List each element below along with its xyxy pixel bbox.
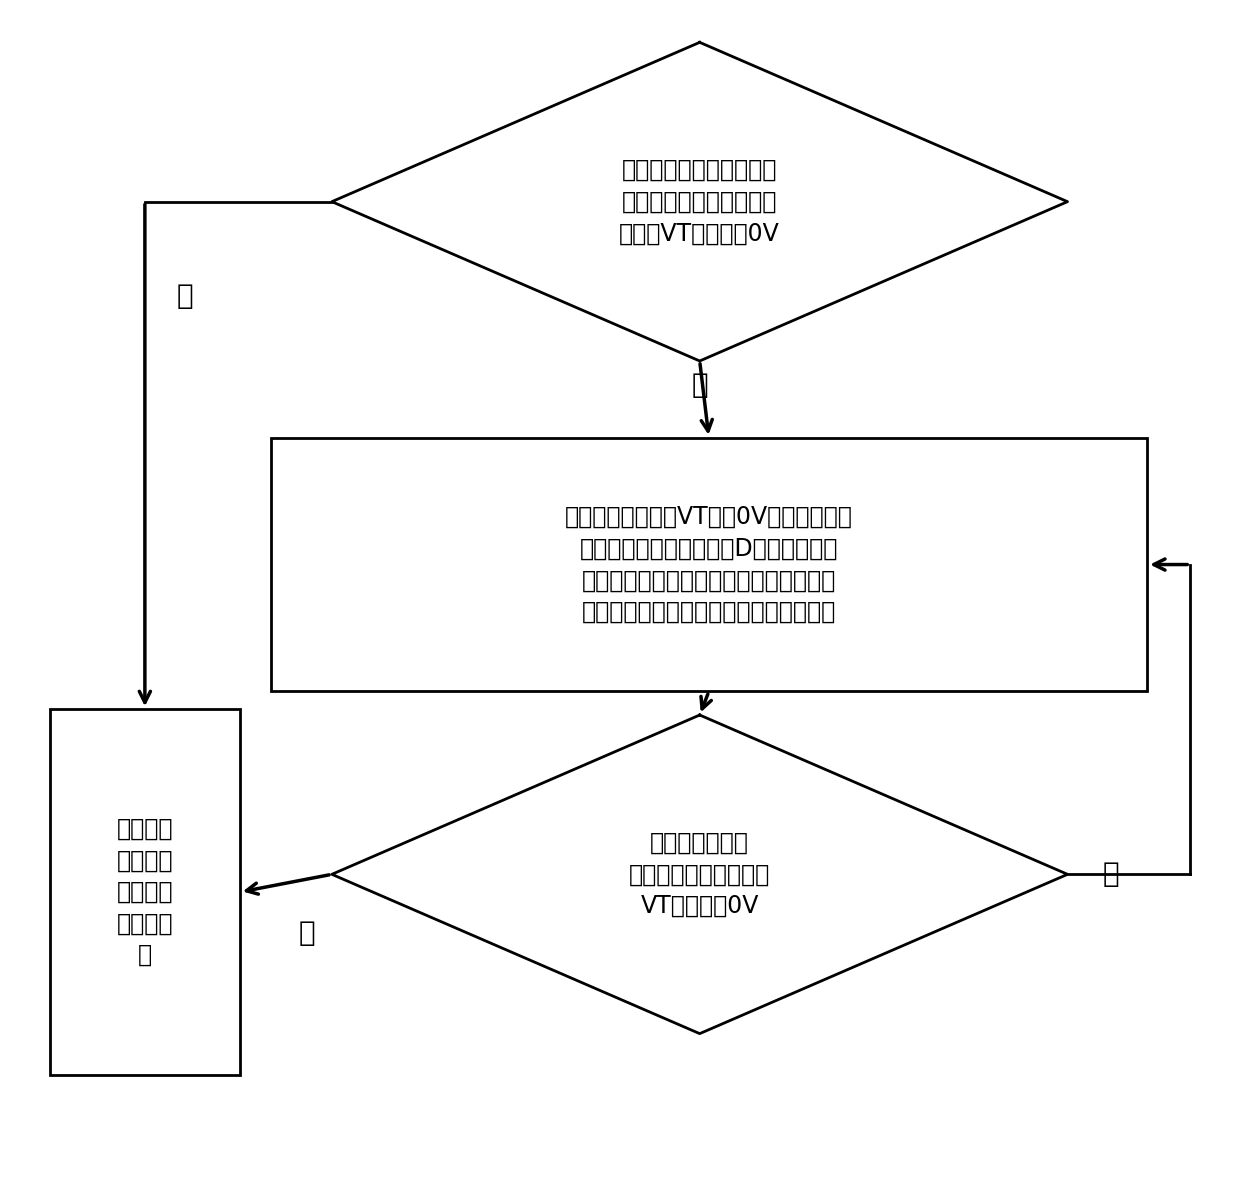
Text: 校验前一步骤中
的存储单元的阈值电压
VT是否小于0V: 校验前一步骤中 的存储单元的阈值电压 VT是否小于0V [629,831,770,918]
Text: 是: 是 [692,370,708,399]
Text: 校验已进行过软编程操作
的其中一个存储单元的阈
值电压VT是否小于0V: 校验已进行过软编程操作 的其中一个存储单元的阈 值电压VT是否小于0V [619,158,780,245]
Text: 选中另外
一个存储
单元，返
回校验步
骤: 选中另外 一个存储 单元，返 回校验步 骤 [117,817,174,967]
Text: 对选中的阈值电压VT小于0V的存储单元的
字线施加正电压、对漏极D施加编程漏极
电压，对未选中的的存储单元的字线施加
小于该未选中的存储单元阈值电压的电压: 对选中的阈值电压VT小于0V的存储单元的 字线施加正电压、对漏极D施加编程漏极 … [565,505,853,624]
Text: 否: 否 [176,282,193,310]
Text: 是: 是 [1102,861,1118,888]
Polygon shape [332,42,1068,361]
Bar [270,438,1147,691]
Text: 否: 否 [299,919,316,947]
Polygon shape [332,715,1068,1034]
Bar [50,709,239,1075]
